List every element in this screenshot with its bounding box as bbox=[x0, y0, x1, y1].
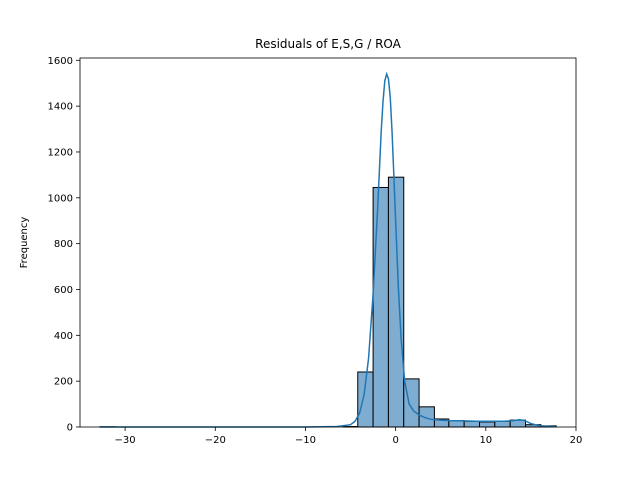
y-tick-label: 1400 bbox=[48, 102, 73, 113]
histogram-bar bbox=[372, 186, 389, 428]
x-tick-label: 0 bbox=[392, 435, 398, 446]
x-tick-label: 20 bbox=[570, 435, 583, 446]
histogram-bar bbox=[479, 421, 496, 428]
x-tick-label: −30 bbox=[115, 435, 136, 446]
x-tick-label: 10 bbox=[479, 435, 492, 446]
plot-frame bbox=[79, 57, 577, 428]
y-tick-label: 200 bbox=[54, 377, 73, 388]
y-axis-ticks: 0 200 400 600 800 1000 1200 1400 1600 bbox=[48, 56, 80, 434]
y-tick-label: 0 bbox=[67, 423, 73, 434]
histogram-bar bbox=[494, 420, 511, 428]
y-tick-label: 1000 bbox=[48, 193, 73, 204]
y-tick-label: 1200 bbox=[48, 147, 73, 158]
x-axis-ticks: −30 −20 −10 0 10 20 bbox=[115, 427, 583, 446]
histogram-bar bbox=[418, 406, 435, 428]
y-tick-label: 800 bbox=[54, 239, 73, 250]
y-tick-label: 400 bbox=[54, 331, 73, 342]
y-tick-label: 1600 bbox=[48, 56, 73, 67]
y-tick-label: 600 bbox=[54, 285, 73, 296]
y-axis-label: Frequency bbox=[19, 217, 30, 269]
x-tick-label: −10 bbox=[295, 435, 316, 446]
chart-title: Residuals of E,S,G / ROA bbox=[255, 37, 401, 51]
kde-curve bbox=[99, 71, 557, 428]
histogram-bar bbox=[463, 420, 481, 428]
x-tick-label: −20 bbox=[205, 435, 226, 446]
